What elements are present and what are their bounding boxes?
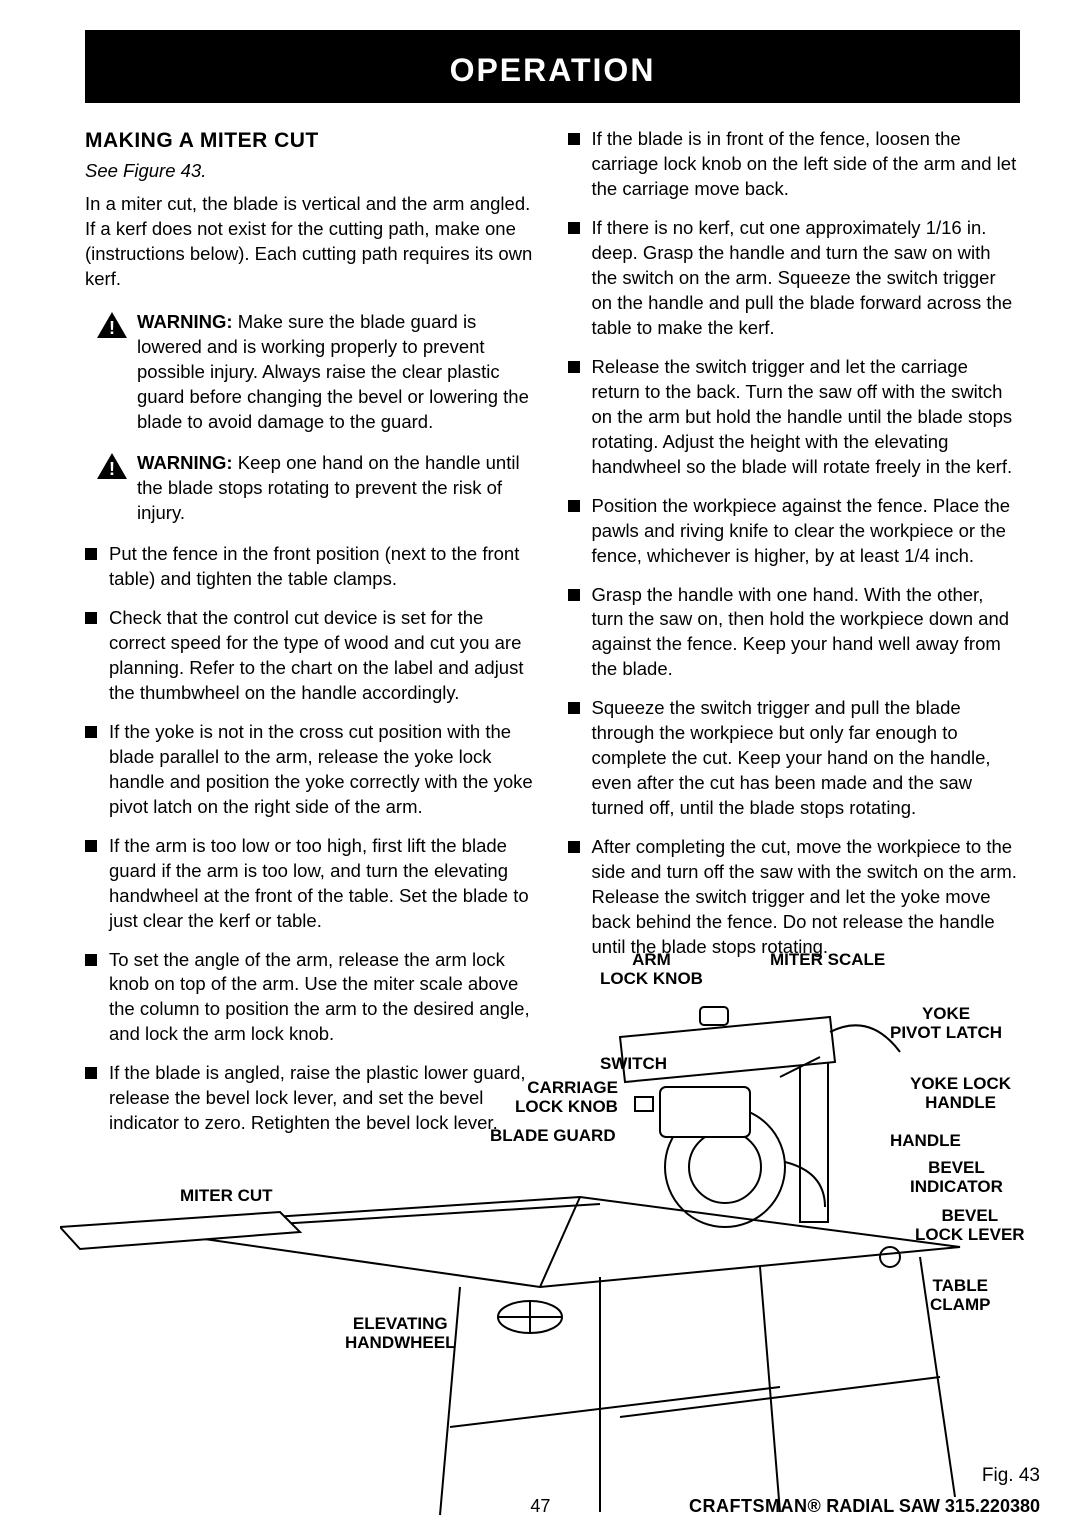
label-yoke-lock-handle: YOKE LOCK HANDLE [910, 1075, 1011, 1112]
list-item: Release the switch trigger and let the c… [568, 355, 1021, 480]
warning-block: ! WARNING: Make sure the blade guard is … [85, 310, 538, 435]
bullet-text: If there is no kerf, cut one approximate… [592, 216, 1021, 341]
square-bullet-icon [568, 133, 580, 145]
square-bullet-icon [568, 589, 580, 601]
square-bullet-icon [568, 841, 580, 853]
label-switch: SWITCH [600, 1055, 667, 1074]
intro-paragraph: In a miter cut, the blade is vertical an… [85, 192, 538, 292]
label-carriage-lock-knob: CARRIAGE LOCK KNOB [515, 1079, 618, 1116]
warning-label: WARNING: [137, 311, 233, 332]
bullet-text: Grasp the handle with one hand. With the… [592, 583, 1021, 683]
figure-number: Fig. 43 [982, 1465, 1040, 1487]
list-item: Put the fence in the front position (nex… [85, 542, 538, 592]
list-item: Check that the control cut device is set… [85, 606, 538, 706]
bullet-text: Squeeze the switch trigger and pull the … [592, 696, 1021, 821]
warning-text: WARNING: Keep one hand on the handle unt… [137, 451, 538, 526]
square-bullet-icon [85, 612, 97, 624]
label-handle: HANDLE [890, 1132, 961, 1151]
list-item: If the arm is too low or too high, first… [85, 834, 538, 934]
square-bullet-icon [85, 548, 97, 560]
bullet-text: If the blade is in front of the fence, l… [592, 127, 1021, 202]
list-item: If the yoke is not in the cross cut posi… [85, 720, 538, 820]
svg-text:!: ! [109, 459, 115, 479]
bullet-text: If the arm is too low or too high, first… [109, 834, 538, 934]
bullet-text: Put the fence in the front position (nex… [109, 542, 538, 592]
square-bullet-icon [85, 840, 97, 852]
warning-triangle-icon: ! [97, 453, 127, 479]
list-item: Squeeze the switch trigger and pull the … [568, 696, 1021, 821]
label-arm-lock-knob: ARM LOCK KNOB [600, 951, 703, 988]
square-bullet-icon [568, 702, 580, 714]
label-bevel-indicator: BEVEL INDICATOR [910, 1159, 1003, 1196]
bullet-text: Check that the control cut device is set… [109, 606, 538, 706]
square-bullet-icon [568, 222, 580, 234]
square-bullet-icon [85, 726, 97, 738]
label-table-clamp: TABLE CLAMP [930, 1277, 990, 1314]
square-bullet-icon [568, 500, 580, 512]
brand-name: CRAFTSMAN® [689, 1496, 821, 1516]
bullet-text: Release the switch trigger and let the c… [592, 355, 1021, 480]
figure-43: ARM LOCK KNOB MITER SCALE YOKE PIVOT LAT… [60, 957, 1040, 1517]
brand-model-caption: CRAFTSMAN® RADIAL SAW 315.220380 [689, 1496, 1040, 1517]
list-item: Grasp the handle with one hand. With the… [568, 583, 1021, 683]
label-elevating-handwheel: ELEVATING HANDWHEEL [345, 1315, 456, 1352]
page-number: 47 [530, 1496, 550, 1517]
square-bullet-icon [568, 361, 580, 373]
right-bullet-list: If the blade is in front of the fence, l… [568, 127, 1021, 960]
section-title: MAKING A MITER CUT [85, 127, 538, 155]
list-item: If the blade is in front of the fence, l… [568, 127, 1021, 202]
list-item: If there is no kerf, cut one approximate… [568, 216, 1021, 341]
model-text: RADIAL SAW 315.220380 [821, 1496, 1040, 1516]
warning-text: WARNING: Make sure the blade guard is lo… [137, 310, 538, 435]
bullet-text: If the yoke is not in the cross cut posi… [109, 720, 538, 820]
bullet-text: Position the workpiece against the fence… [592, 494, 1021, 569]
see-figure: See Figure 43. [85, 159, 538, 184]
label-miter-scale: MITER SCALE [770, 951, 885, 970]
warning-triangle-icon: ! [97, 312, 127, 338]
label-blade-guard: BLADE GUARD [490, 1127, 616, 1146]
list-item: After completing the cut, move the workp… [568, 835, 1021, 960]
label-yoke-pivot-latch: YOKE PIVOT LATCH [890, 1005, 1002, 1042]
bullet-text: After completing the cut, move the workp… [592, 835, 1021, 960]
warning-label: WARNING: [137, 452, 233, 473]
svg-text:!: ! [109, 318, 115, 338]
warning-block: ! WARNING: Keep one hand on the handle u… [85, 451, 538, 526]
label-miter-cut: MITER CUT [180, 1187, 273, 1206]
list-item: Position the workpiece against the fence… [568, 494, 1021, 569]
label-bevel-lock-lever: BEVEL LOCK LEVER [915, 1207, 1025, 1244]
header-bar: OPERATION [85, 30, 1020, 103]
page-header: OPERATION [85, 52, 1020, 89]
